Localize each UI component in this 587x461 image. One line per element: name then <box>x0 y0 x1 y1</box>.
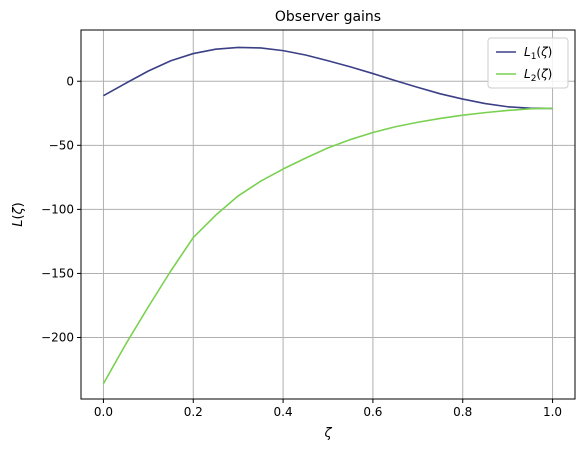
x-tick-label: 1.0 <box>543 405 562 419</box>
legend-label: L2(ζ) <box>524 67 552 84</box>
legend: L1(ζ) L2(ζ) <box>487 37 569 89</box>
y-tick-label: −50 <box>49 138 74 152</box>
series-line-l2 <box>102 107 553 385</box>
y-tick-label: −150 <box>41 266 74 280</box>
y-tick-label: −200 <box>41 331 74 345</box>
series-lines <box>102 46 553 385</box>
y-tick-label: 0 <box>66 74 74 88</box>
x-tick-label: 0.2 <box>184 405 203 419</box>
y-axis-ticks: 0 −50 −100 −150 −200 <box>41 74 81 345</box>
x-tick-label: 0.4 <box>274 405 293 419</box>
plot-frame <box>80 29 576 400</box>
legend-entry-l1: L1(ζ) <box>496 45 552 62</box>
x-axis-ticks: 0.0 0.2 0.4 0.6 0.8 1.0 <box>94 399 562 419</box>
legend-label: L1(ζ) <box>524 45 552 62</box>
x-tick-label: 0.8 <box>453 405 472 419</box>
x-tick-label: 0.0 <box>94 405 113 419</box>
x-axis-label: ζ <box>323 426 332 441</box>
y-axis-label: L(ζ) <box>11 202 26 226</box>
legend-entry-l2: L2(ζ) <box>496 67 552 84</box>
grid <box>81 30 575 399</box>
y-tick-label: −100 <box>41 202 74 216</box>
series-line-l1 <box>103 46 553 110</box>
x-tick-label: 0.6 <box>363 405 382 419</box>
legend-box <box>487 37 569 89</box>
chart-title: Observer gains <box>275 9 381 25</box>
